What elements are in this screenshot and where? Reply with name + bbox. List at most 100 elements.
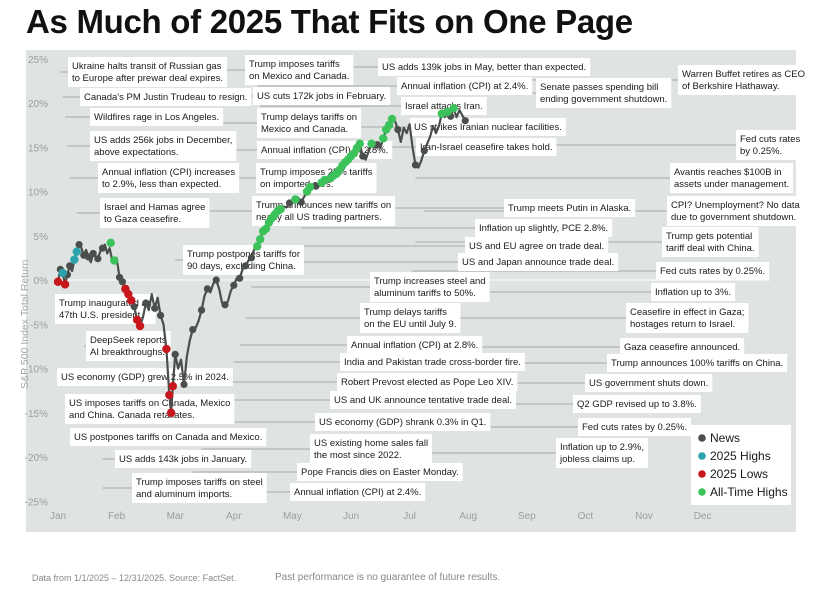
annotation-text: nearly all US trading partners. bbox=[256, 212, 382, 223]
annotation: Trump announces 100% tariffs on China. bbox=[607, 354, 788, 372]
annotation-text: Annual inflation (CPI) at 2.8%. bbox=[351, 340, 478, 351]
all-time-high-marker bbox=[305, 182, 315, 192]
annotation-text: US economy (GDP) grew 2.5% in 2024. bbox=[61, 372, 229, 383]
y-axis-label: S&P 500 Index Total Return bbox=[19, 259, 31, 388]
x-tick-label: Jun bbox=[343, 511, 359, 522]
annotation: Fed cuts rates by 0.25%. bbox=[656, 262, 770, 280]
annotation-text: 47th U.S. president. bbox=[59, 310, 143, 321]
high-2025-marker bbox=[58, 268, 67, 278]
annotation-text: hostages return to Israel. bbox=[630, 319, 735, 330]
annotation: Ceasefire in effect in Gaza;hostages ret… bbox=[626, 303, 749, 333]
annotation: Annual inflation (CPI) at 2.8%. bbox=[347, 336, 483, 354]
annotation: US and EU agree on trade deal. bbox=[465, 237, 609, 255]
news-marker bbox=[130, 302, 138, 311]
annotation-text: Trump announces 100% tariffs on China. bbox=[611, 358, 783, 369]
y-tick-label: 25% bbox=[28, 55, 48, 66]
news-marker bbox=[420, 147, 428, 155]
annotation-text: Iran-Israel ceasefire takes hold. bbox=[420, 142, 553, 153]
annotation-text: Trump meets Putin in Alaska. bbox=[508, 203, 631, 214]
news-marker bbox=[156, 311, 165, 319]
x-tick-label: Jan bbox=[50, 511, 66, 522]
legend-swatch bbox=[698, 470, 706, 478]
page-title: As Much of 2025 That Fits on One Page bbox=[26, 3, 633, 40]
annotation: US and Japan announce trade deal. bbox=[458, 253, 619, 271]
news-marker bbox=[171, 350, 179, 358]
annotation-text: Q2 GDP revised up to 3.8%. bbox=[577, 399, 697, 410]
annotation-box bbox=[475, 219, 613, 237]
annotation-text: CPI? Unemployment? No data bbox=[671, 200, 801, 211]
all-time-high-marker bbox=[106, 238, 115, 248]
annotation-box bbox=[297, 463, 463, 481]
annotation-text: Trump imposes tariffs bbox=[249, 59, 340, 70]
high-2025-marker bbox=[72, 247, 81, 256]
annotation-box bbox=[347, 336, 483, 354]
news-marker bbox=[212, 276, 220, 284]
annotation: Gaza ceasefire announced. bbox=[620, 338, 745, 356]
annotation-text: 90 days, excluding China. bbox=[187, 261, 296, 272]
annotation: Pope Francis dies on Easter Monday. bbox=[297, 463, 463, 481]
annotation-text: Robert Prevost elected as Pope Leo XIV. bbox=[341, 377, 513, 388]
news-marker bbox=[359, 152, 367, 160]
annotation-box bbox=[585, 374, 713, 392]
annotation-text: AI breakthroughs. bbox=[90, 347, 165, 358]
x-tick-label: Feb bbox=[108, 511, 126, 522]
annotation-text: Fed cuts rates by 0.25%. bbox=[582, 422, 687, 433]
news-marker bbox=[247, 254, 255, 262]
x-tick-label: Nov bbox=[635, 511, 653, 522]
annotation: Inflation up slightly, PCE 2.8%. bbox=[475, 219, 613, 237]
annotation-box bbox=[360, 303, 461, 333]
annotation-text: Fed cuts rates bbox=[740, 134, 800, 145]
legend-swatch bbox=[698, 434, 706, 442]
annotation-box bbox=[257, 108, 362, 138]
annotation-text: above expectations. bbox=[94, 147, 179, 158]
annotation-box bbox=[132, 473, 267, 503]
annotation: Robert Prevost elected as Pope Leo XIV. bbox=[337, 373, 518, 391]
annotation-text: US adds 143k jobs in January. bbox=[119, 454, 247, 465]
annotation-text: Annual inflation (CPI) at 2.8%. bbox=[261, 145, 388, 156]
annotation-text: by 0.25%. bbox=[740, 146, 782, 157]
annotation-box bbox=[578, 418, 692, 436]
annotation-text: on Mexico and Canada. bbox=[249, 71, 349, 82]
y-tick-label: -5% bbox=[30, 320, 48, 331]
data-source-note: Data from 1/1/2025 – 12/31/2025. Source:… bbox=[32, 573, 237, 583]
annotation: Canada's PM Justin Trudeau to resign. bbox=[80, 88, 252, 106]
y-tick-label: 10% bbox=[28, 188, 48, 199]
annotation-box bbox=[86, 331, 171, 361]
annotation-text: Trump increases steel and bbox=[374, 276, 486, 287]
news-marker bbox=[151, 304, 159, 312]
annotation: US economy (GDP) grew 2.5% in 2024. bbox=[57, 368, 233, 386]
annotation-box bbox=[310, 434, 433, 464]
x-tick-label: Dec bbox=[694, 511, 712, 522]
annotation-text: Ceasefire in effect in Gaza; bbox=[630, 307, 744, 318]
sp500-chart: 25% 20% 15% 10% 5% 0% -5% -10% -15% -20% -25% S&P 5… bbox=[19, 54, 810, 522]
annotation-box bbox=[370, 272, 490, 302]
annotation-text: to 2.9%, less than expected. bbox=[102, 179, 221, 190]
annotation-box bbox=[536, 78, 672, 108]
annotation: US imposes tariffs on Canada, Mexicoand … bbox=[65, 394, 235, 424]
annotation-box bbox=[401, 97, 487, 115]
annotation-text: Mexico and Canada. bbox=[261, 124, 348, 135]
news-marker bbox=[75, 241, 83, 249]
annotation-text: Fed cuts rates by 0.25%. bbox=[660, 266, 765, 277]
legend-box bbox=[691, 425, 791, 505]
annotation-text: Trump imposes tariffs on steel bbox=[136, 477, 263, 488]
y-tick-label: 20% bbox=[28, 99, 48, 110]
annotation: US cuts 172k jobs in February. bbox=[253, 87, 391, 105]
legend: News 2025 Highs 2025 Lows All-Time Highs bbox=[691, 425, 791, 505]
annotation-box bbox=[465, 237, 609, 255]
annotation-text: US government shuts down. bbox=[589, 378, 708, 389]
y-tick-label: 15% bbox=[28, 143, 48, 154]
annotation: Annual inflation (CPI) at 2.4%. bbox=[397, 77, 533, 95]
